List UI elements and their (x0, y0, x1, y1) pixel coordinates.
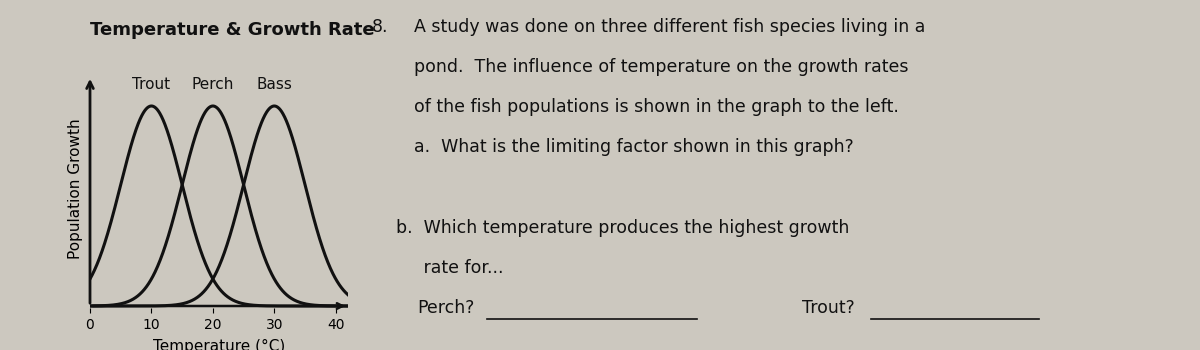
Text: Trout?: Trout? (802, 299, 854, 317)
Text: Perch?: Perch? (418, 299, 475, 317)
Text: b.  Which temperature produces the highest growth: b. Which temperature produces the highes… (396, 219, 850, 237)
X-axis label: Temperature (°C): Temperature (°C) (152, 339, 286, 350)
Text: Perch: Perch (192, 77, 234, 92)
Text: Temperature & Growth Rate: Temperature & Growth Rate (90, 21, 374, 39)
Text: Bass: Bass (257, 77, 293, 92)
Text: A study was done on three different fish species living in a: A study was done on three different fish… (414, 18, 925, 35)
Text: of the fish populations is shown in the graph to the left.: of the fish populations is shown in the … (414, 98, 899, 116)
Text: 8.: 8. (372, 18, 389, 35)
Text: pond.  The influence of temperature on the growth rates: pond. The influence of temperature on th… (414, 58, 908, 76)
Y-axis label: Population Growth: Population Growth (68, 119, 83, 259)
Text: Trout: Trout (132, 77, 170, 92)
Text: a.  What is the limiting factor shown in this graph?: a. What is the limiting factor shown in … (414, 138, 853, 156)
Text: rate for...: rate for... (396, 259, 504, 277)
